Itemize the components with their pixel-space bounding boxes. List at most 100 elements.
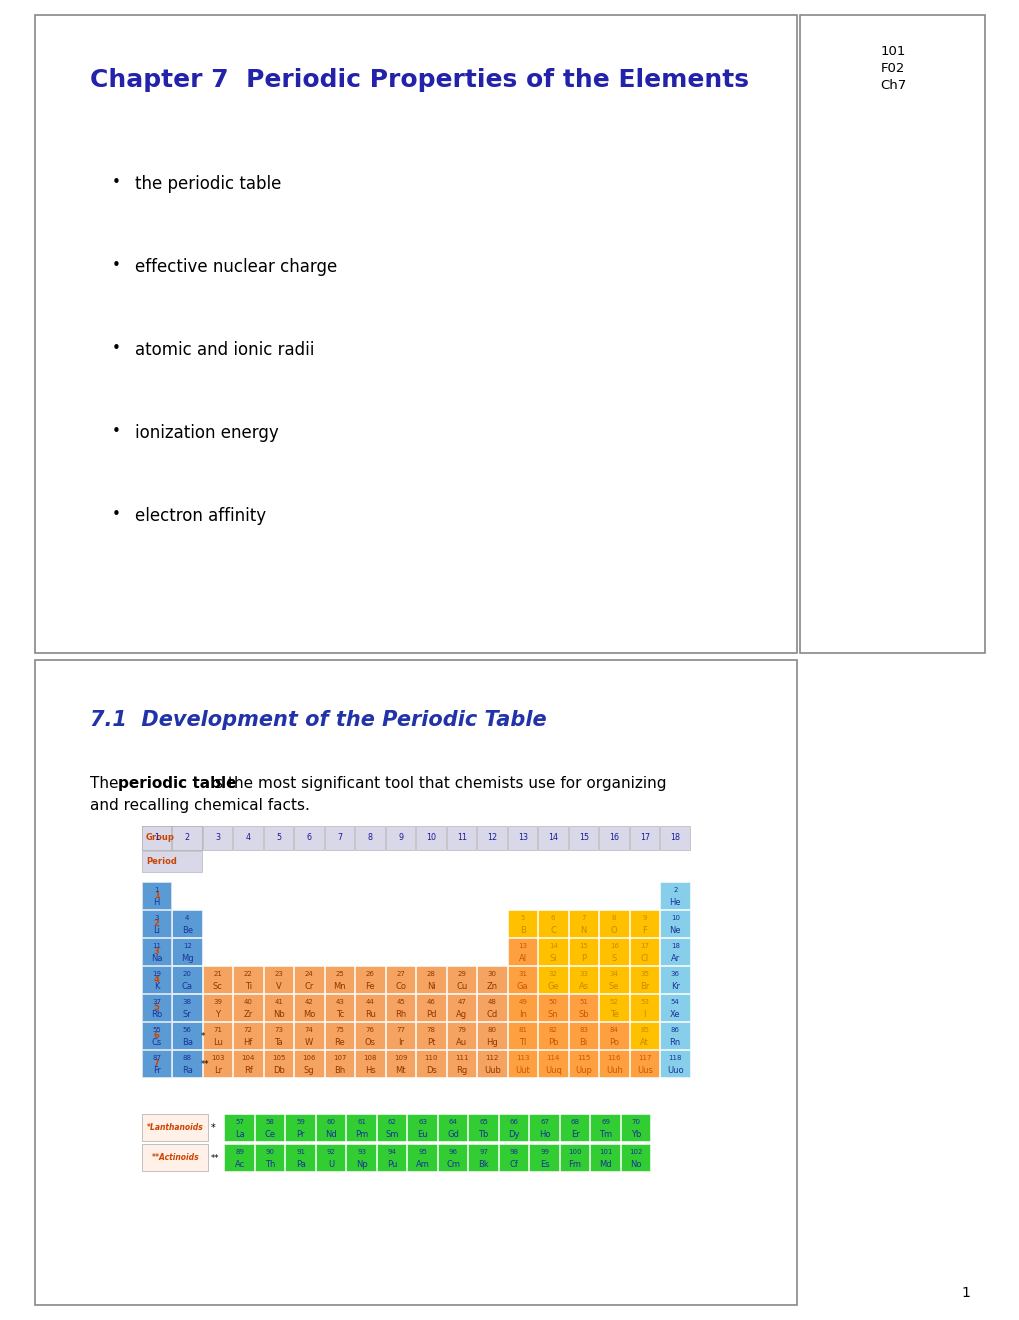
Bar <box>468 1144 497 1171</box>
Bar <box>142 1022 171 1049</box>
Text: 114: 114 <box>546 1056 559 1061</box>
Text: Sc: Sc <box>213 982 222 990</box>
Bar <box>264 1049 293 1077</box>
Text: Pm: Pm <box>355 1130 368 1139</box>
Text: 37: 37 <box>152 999 161 1006</box>
Text: Ca: Ca <box>181 982 193 990</box>
Text: 28: 28 <box>426 972 435 977</box>
Text: Ag: Ag <box>455 1010 467 1019</box>
Text: 60: 60 <box>326 1119 335 1126</box>
Text: 7: 7 <box>581 915 586 921</box>
Text: Md: Md <box>599 1160 611 1168</box>
Text: 45: 45 <box>396 999 405 1006</box>
Bar <box>172 1049 202 1077</box>
Bar <box>356 826 384 850</box>
Bar <box>538 966 568 993</box>
Text: periodic table: periodic table <box>118 776 236 791</box>
Text: Fr: Fr <box>153 1065 160 1074</box>
Bar <box>630 826 659 850</box>
Bar <box>660 994 689 1020</box>
Text: 27: 27 <box>396 972 405 977</box>
Bar <box>203 1022 232 1049</box>
Text: Ac: Ac <box>234 1160 245 1168</box>
Text: Sr: Sr <box>182 1010 192 1019</box>
Text: Rb: Rb <box>151 1010 162 1019</box>
Bar <box>569 909 598 937</box>
Text: Hs: Hs <box>365 1065 375 1074</box>
Text: Fe: Fe <box>365 982 375 990</box>
Bar <box>529 1114 558 1140</box>
Text: 41: 41 <box>274 999 283 1006</box>
Bar <box>356 966 384 993</box>
Text: Ir: Ir <box>397 1038 404 1047</box>
Text: Period: Period <box>146 858 176 866</box>
Bar <box>285 1144 315 1171</box>
Text: The: The <box>90 776 123 791</box>
Text: 111: 111 <box>454 1056 468 1061</box>
Text: Dy: Dy <box>507 1130 520 1139</box>
Text: Pu: Pu <box>386 1160 396 1168</box>
Text: 101: 101 <box>598 1150 611 1155</box>
Text: 25: 25 <box>335 972 343 977</box>
Text: Zn: Zn <box>486 982 497 990</box>
Text: 87: 87 <box>152 1056 161 1061</box>
Text: 13: 13 <box>518 833 527 842</box>
Text: Cu: Cu <box>455 982 467 990</box>
Text: 54: 54 <box>671 999 679 1006</box>
Text: Kr: Kr <box>671 982 679 990</box>
Bar <box>507 966 537 993</box>
Text: 34: 34 <box>609 972 619 977</box>
Bar <box>599 939 629 965</box>
Bar <box>446 994 476 1020</box>
Text: 2: 2 <box>154 920 160 928</box>
Text: 107: 107 <box>332 1056 346 1061</box>
Bar <box>416 1022 445 1049</box>
Bar <box>224 1144 254 1171</box>
Bar <box>498 1144 528 1171</box>
Bar <box>172 966 202 993</box>
Text: 4: 4 <box>154 975 160 985</box>
Text: Au: Au <box>455 1038 467 1047</box>
Bar <box>630 994 659 1020</box>
Text: 79: 79 <box>457 1027 466 1034</box>
Text: Np: Np <box>356 1160 367 1168</box>
Text: atomic and ionic radii: atomic and ionic radii <box>135 341 314 359</box>
Bar <box>172 1022 202 1049</box>
Bar <box>142 1049 171 1077</box>
Text: Mn: Mn <box>333 982 345 990</box>
Text: F: F <box>642 925 646 935</box>
Text: Ru: Ru <box>365 1010 375 1019</box>
Text: Fm: Fm <box>568 1160 581 1168</box>
Bar <box>376 1114 406 1140</box>
Text: Cl: Cl <box>640 953 648 962</box>
Text: 33: 33 <box>579 972 588 977</box>
Bar <box>660 966 689 993</box>
Text: 73: 73 <box>274 1027 283 1034</box>
Text: As: As <box>578 982 588 990</box>
Text: O: O <box>610 925 616 935</box>
Text: 3: 3 <box>154 915 159 921</box>
Text: Lu: Lu <box>213 1038 222 1047</box>
Bar <box>294 826 324 850</box>
Bar <box>507 939 537 965</box>
Text: Rn: Rn <box>668 1038 681 1047</box>
Text: electron affinity: electron affinity <box>135 507 266 525</box>
Bar <box>630 939 659 965</box>
Bar <box>142 1049 171 1077</box>
Text: Rf: Rf <box>244 1065 253 1074</box>
Text: At: At <box>640 1038 648 1047</box>
Bar <box>264 966 293 993</box>
Text: 1: 1 <box>154 833 159 842</box>
Bar <box>590 1114 620 1140</box>
Text: Cs: Cs <box>152 1038 162 1047</box>
Bar <box>569 1049 598 1077</box>
Text: Db: Db <box>272 1065 284 1074</box>
Bar <box>416 826 445 850</box>
Text: C: C <box>550 925 555 935</box>
Text: 85: 85 <box>640 1027 648 1034</box>
Text: 32: 32 <box>548 972 557 977</box>
Text: 44: 44 <box>366 999 374 1006</box>
Text: 15: 15 <box>578 833 588 842</box>
Text: 84: 84 <box>609 1027 619 1034</box>
Text: Tl: Tl <box>519 1038 526 1047</box>
